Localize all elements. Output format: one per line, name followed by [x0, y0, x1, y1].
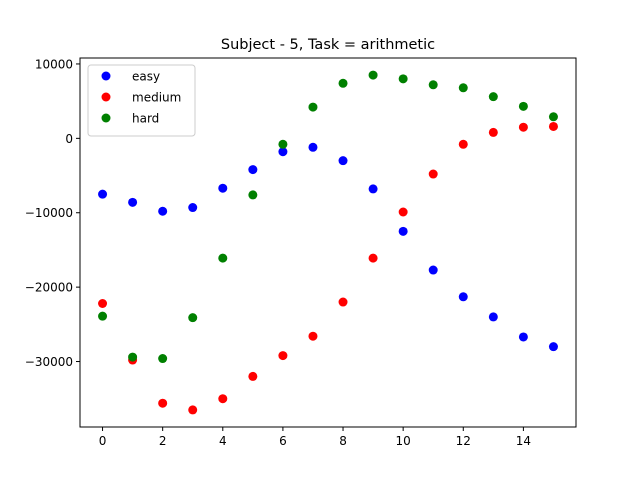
data-point-medium: [308, 331, 318, 341]
data-point-hard: [398, 74, 408, 84]
data-point-easy: [338, 156, 348, 166]
data-point-medium: [398, 207, 408, 217]
data-point-medium: [548, 121, 558, 131]
x-tick-label: 4: [219, 434, 227, 448]
data-point-medium: [368, 253, 378, 263]
series-hard: [98, 70, 558, 364]
data-point-hard: [458, 83, 468, 93]
data-point-hard: [368, 70, 378, 80]
data-point-medium: [518, 122, 528, 132]
data-point-easy: [188, 203, 198, 213]
x-tick-label: 6: [279, 434, 287, 448]
y-tick-label: −20000: [25, 281, 73, 295]
data-point-medium: [188, 405, 198, 415]
data-point-medium: [158, 398, 168, 408]
series-easy: [98, 142, 558, 352]
data-point-medium: [428, 169, 438, 179]
data-point-hard: [518, 101, 528, 111]
x-tick-label: 0: [99, 434, 107, 448]
data-point-easy: [278, 147, 288, 157]
data-point-easy: [398, 226, 408, 236]
x-axis: 0 2 4 6 8 10 12 14: [99, 427, 531, 448]
data-point-hard: [248, 190, 258, 200]
y-tick-label: 0: [65, 132, 73, 146]
data-point-easy: [518, 332, 528, 342]
plot-frame: [79, 57, 577, 428]
data-point-hard: [218, 253, 228, 263]
data-point-hard: [548, 112, 558, 122]
data-point-medium: [338, 297, 348, 307]
data-point-hard: [308, 102, 318, 112]
data-point-medium: [488, 127, 498, 137]
x-tick-label: 12: [456, 434, 471, 448]
data-point-hard: [128, 352, 138, 362]
data-point-easy: [488, 312, 498, 322]
data-point-easy: [308, 142, 318, 152]
data-point-easy: [548, 342, 558, 352]
data-point-easy: [368, 184, 378, 194]
x-tick-label: 8: [339, 434, 347, 448]
data-point-medium: [248, 371, 258, 381]
y-tick-label: −30000: [25, 355, 73, 369]
data-point-medium: [458, 139, 468, 149]
legend-label-easy: easy: [132, 70, 160, 84]
chart-title: Subject - 5, Task = arithmetic: [221, 37, 435, 53]
series-layer: [98, 70, 558, 415]
y-axis: 10000 0 −10000 −20000 −30000: [25, 57, 80, 369]
data-point-medium: [278, 351, 288, 361]
legend-marker-medium: [101, 92, 111, 102]
data-point-easy: [218, 183, 228, 193]
data-point-hard: [488, 92, 498, 102]
x-tick-label: 10: [396, 434, 411, 448]
data-point-hard: [338, 78, 348, 88]
y-tick-label: 10000: [35, 57, 73, 71]
legend-box: [87, 64, 196, 137]
data-point-hard: [158, 354, 168, 364]
legend-label-hard: hard: [132, 112, 159, 126]
y-tick-label: −10000: [25, 206, 73, 220]
data-point-medium: [218, 394, 228, 404]
data-point-hard: [98, 311, 108, 321]
legend-marker-easy: [101, 71, 111, 81]
legend: easy medium hard: [87, 64, 196, 137]
x-tick-label: 14: [516, 434, 531, 448]
legend-marker-hard: [101, 113, 111, 123]
data-point-hard: [278, 139, 288, 149]
data-point-hard: [188, 313, 198, 323]
data-point-easy: [158, 206, 168, 216]
legend-label-medium: medium: [132, 91, 181, 105]
data-point-easy: [98, 189, 108, 199]
data-point-medium: [98, 299, 108, 309]
series-medium: [98, 121, 558, 415]
data-point-easy: [428, 265, 438, 275]
data-point-hard: [428, 80, 438, 90]
x-tick-label: 2: [159, 434, 167, 448]
data-point-easy: [458, 292, 468, 302]
data-point-easy: [128, 197, 138, 207]
data-point-easy: [248, 165, 258, 175]
